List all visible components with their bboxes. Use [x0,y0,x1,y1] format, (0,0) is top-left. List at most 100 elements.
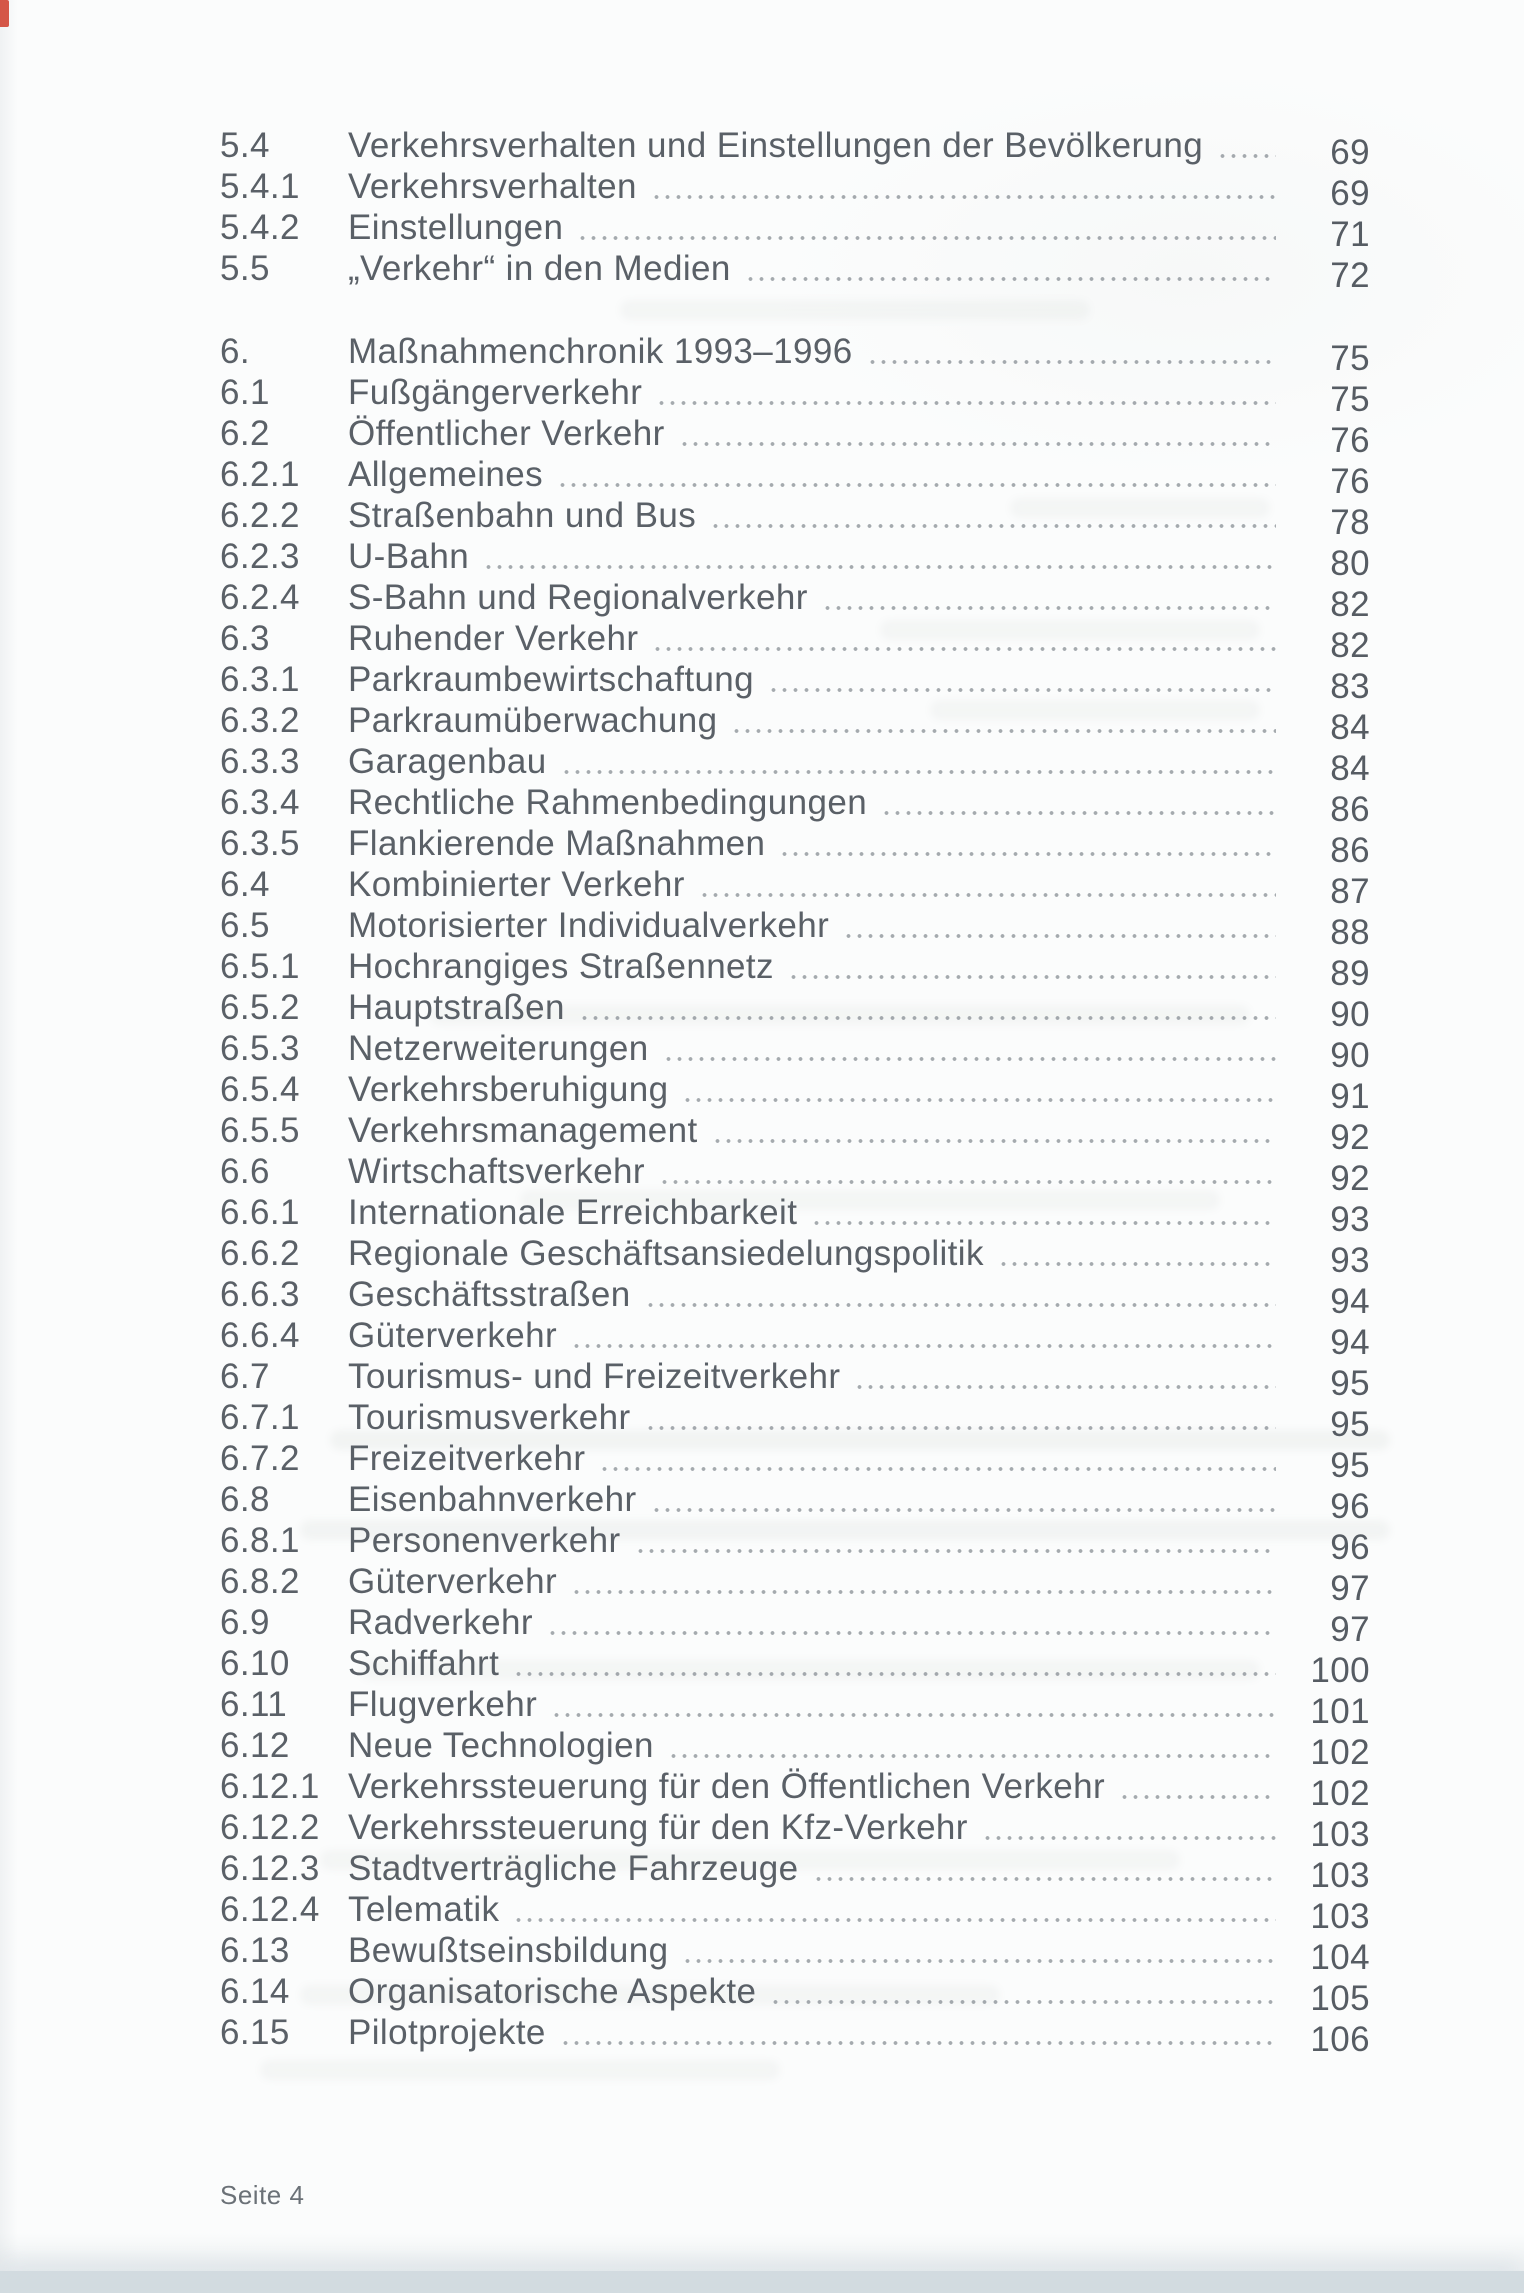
toc-entry: 5.4.2 Einstellungen 71 [220,207,1370,254]
dot-leader [821,605,1276,611]
dot-leader [571,1343,1276,1349]
dot-leader [650,194,1276,200]
toc-entry: 6.5 Motorisierter Individualverkehr 88 [220,905,1370,952]
dot-leader [981,1835,1276,1841]
toc-entry-title: Radverkehr [348,1603,533,1642]
toc-entry: 6.8.1 Personenverkehr 96 [220,1520,1370,1567]
toc-entry-page: 103 [1310,1856,1370,1895]
dot-leader [644,1425,1276,1431]
toc-entry: 6.7.2 Freizeitverkehr 95 [220,1438,1370,1485]
toc-entry-title: Parkraumbewirtschaftung [348,660,755,699]
toc-entry: 6.5.5 Verkehrsmanagement 92 [220,1110,1370,1157]
toc-entry: 6.3.1 Parkraumbewirtschaftung 83 [220,659,1370,706]
dot-leader [599,1466,1276,1472]
toc-entry-title: Neue Technologien [348,1726,654,1765]
toc-entry-number: 6.5.1 [220,947,300,986]
toc-entry-page: 69 [1330,174,1370,213]
toc-entry-number: 6.6.4 [220,1316,300,1355]
toc-entry: 5.4 Verkehrsverhalten und Einstellungen … [220,125,1370,172]
toc-entry: 6.12.3 Stadtverträgliche Fahrzeuge 103 [220,1848,1370,1895]
toc-entry-number: 6. [220,332,250,371]
dot-leader [513,1917,1276,1923]
toc-entry-page: 102 [1310,1733,1370,1772]
dot-leader [578,1015,1276,1021]
toc-entry-number: 6.14 [220,1972,290,2011]
toc-entry-number: 6.2.2 [220,496,300,535]
dot-leader [731,728,1276,734]
dot-leader [652,646,1276,652]
toc-entry: 6.6 Wirtschaftsverkehr 92 [220,1151,1370,1198]
showthrough-ghost [260,2060,780,2080]
toc-entry: 6.4 Kombinierter Verkehr 87 [220,864,1370,911]
dot-leader [559,2040,1276,2046]
dot-leader [678,441,1276,447]
dot-leader [658,1179,1276,1185]
toc-entry-page: 71 [1330,215,1370,254]
toc-entry-page: 90 [1330,1036,1370,1075]
dot-leader [768,687,1276,693]
toc-entry-page: 95 [1330,1405,1370,1444]
toc-entry-title: Verkehrsberuhigung [348,1070,669,1109]
toc-entry-number: 5.4 [220,126,270,165]
toc-entry-number: 6.5.4 [220,1070,300,1109]
toc-entry: 6.6.2 Regionale Geschäftsansiedelungspol… [220,1233,1370,1280]
toc-entry-number: 6.2.1 [220,455,300,494]
dot-leader [770,1999,1276,2005]
toc-entry-number: 6.4 [220,865,270,904]
toc-entry-title: Garagenbau [348,742,547,781]
toc-entry-page: 101 [1310,1692,1370,1731]
toc-entry-page: 94 [1330,1282,1370,1321]
dot-leader [644,1302,1276,1308]
toc-entry: 6.5.3 Netzerweiterungen 90 [220,1028,1370,1075]
toc-entry-title: Ruhender Verkehr [348,619,639,658]
dot-leader [744,276,1276,282]
toc-entry-page: 76 [1330,462,1370,501]
toc-entry-page: 102 [1310,1774,1370,1813]
dot-leader [698,892,1276,898]
toc-entry-number: 6.12.4 [220,1890,320,1929]
toc-entry-title: Tourismusverkehr [348,1398,631,1437]
toc-entry-title: „Verkehr“ in den Medien [348,249,731,288]
toc-entry-number: 5.4.1 [220,167,300,206]
dot-leader [711,1138,1276,1144]
toc-entry-number: 6.3.5 [220,824,300,863]
dot-leader [571,1589,1276,1595]
toc-entry: 6.10 Schiffahrt 100 [220,1643,1370,1690]
toc-entry-page: 97 [1330,1610,1370,1649]
toc-entry: 6.15 Pilotprojekte 106 [220,2012,1370,2059]
toc-entry-title: Wirtschaftsverkehr [348,1152,645,1191]
toc-entry-title: Motorisierter Individualverkehr [348,906,830,945]
toc-entry: 6.2.2 Straßenbahn und Bus 78 [220,495,1370,542]
toc-entry-page: 106 [1310,2020,1370,2059]
toc-entry-number: 6.6.2 [220,1234,300,1273]
dot-leader [682,1958,1276,1964]
dot-leader [1119,1794,1276,1800]
toc-entry-number: 5.4.2 [220,208,300,247]
toc-entry-number: 6.3 [220,619,270,658]
toc-entry-page: 105 [1310,1979,1370,2018]
toc-entry-title: Fußgängerverkehr [348,373,643,412]
toc-entry-page: 76 [1330,421,1370,460]
toc-entry-title: Verkehrsverhalten und Einstellungen der … [348,126,1204,165]
toc-entry: 6.8.2 Güterverkehr 97 [220,1561,1370,1608]
toc-entry-title: Kombinierter Verkehr [348,865,685,904]
toc-entry-title: Verkehrsverhalten [348,167,637,206]
toc-entry-number: 6.7 [220,1357,270,1396]
toc-entry-number: 6.2.3 [220,537,300,576]
toc-entry-number: 6.12 [220,1726,290,1765]
toc-entry-page: 90 [1330,995,1370,1034]
toc-entry-number: 6.8.2 [220,1562,300,1601]
dot-leader [710,523,1276,529]
toc-entry-title: Pilotprojekte [348,2013,546,2052]
toc-entry-page: 86 [1330,790,1370,829]
toc-entry-page: 96 [1330,1528,1370,1567]
toc-entry-title: U-Bahn [348,537,470,576]
toc-entry-page: 87 [1330,872,1370,911]
toc-entry-number: 6.10 [220,1644,290,1683]
toc-entry-number: 6.2 [220,414,270,453]
scan-bottom-band [0,2271,1524,2293]
toc-entry-number: 6.5 [220,906,270,945]
toc-entry: 6.2 Öffentlicher Verkehr 76 [220,413,1370,460]
toc-entry-number: 6.7.1 [220,1398,300,1437]
toc-entry-page: 78 [1330,503,1370,542]
